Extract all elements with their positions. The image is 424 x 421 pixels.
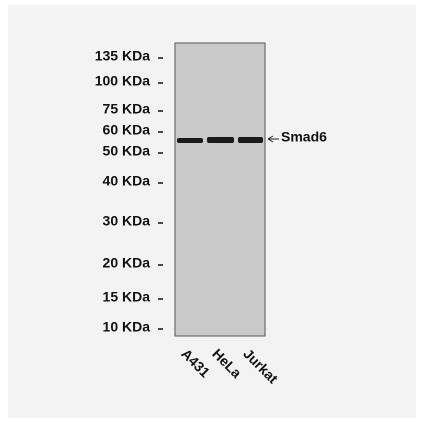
- band: [177, 138, 203, 143]
- marker-label: 15 KDa: [103, 289, 151, 305]
- marker-label: 100 KDa: [95, 73, 150, 89]
- marker-label: 10 KDa: [103, 319, 151, 335]
- band: [238, 137, 263, 143]
- figure: Smad6 135 KDa 100 KDa 75 KDa 60 KDa 50 KDa 40…: [0, 0, 424, 421]
- marker-label: 20 KDa: [103, 255, 151, 271]
- marker-label: 75 KDa: [103, 101, 151, 117]
- band: [207, 137, 234, 143]
- marker-label: 135 KDa: [95, 48, 150, 64]
- blot-membrane: [175, 43, 265, 336]
- marker-label: 40 KDa: [103, 173, 151, 189]
- band-label: Smad6: [281, 129, 327, 145]
- marker-label: 50 KDa: [103, 143, 151, 159]
- marker-label: 60 KDa: [103, 122, 151, 138]
- marker-label: 30 KDa: [103, 213, 151, 229]
